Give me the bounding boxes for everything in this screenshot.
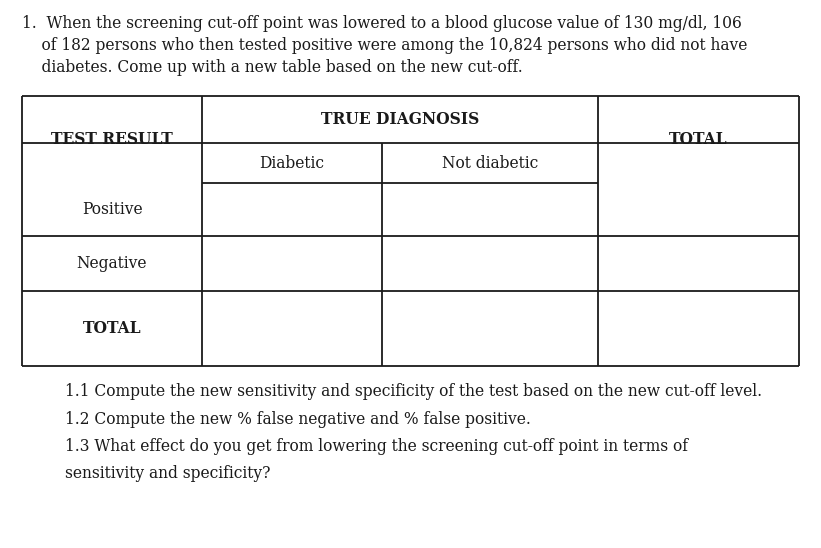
- Text: TEST RESULT: TEST RESULT: [51, 131, 173, 148]
- Text: 1.2 Compute the new % false negative and % false positive.: 1.2 Compute the new % false negative and…: [65, 410, 531, 427]
- Text: TOTAL: TOTAL: [83, 320, 141, 337]
- Text: 1.3 What effect do you get from lowering the screening cut-off point in terms of: 1.3 What effect do you get from lowering…: [65, 438, 688, 455]
- Text: of 182 persons who then tested positive were among the 10,824 persons who did no: of 182 persons who then tested positive …: [22, 37, 747, 54]
- Text: Positive: Positive: [81, 201, 142, 218]
- Text: 1.  When the screening cut-off point was lowered to a blood glucose value of 130: 1. When the screening cut-off point was …: [22, 15, 742, 32]
- Text: Not diabetic: Not diabetic: [442, 155, 538, 172]
- Text: TOTAL: TOTAL: [669, 131, 727, 148]
- Text: 1.1 Compute the new sensitivity and specificity of the test based on the new cut: 1.1 Compute the new sensitivity and spec…: [65, 383, 762, 400]
- Text: Negative: Negative: [76, 255, 147, 272]
- Text: diabetes. Come up with a new table based on the new cut-off.: diabetes. Come up with a new table based…: [22, 59, 523, 76]
- Text: Diabetic: Diabetic: [259, 155, 324, 172]
- Text: sensitivity and specificity?: sensitivity and specificity?: [65, 465, 270, 482]
- Text: TRUE DIAGNOSIS: TRUE DIAGNOSIS: [321, 111, 479, 128]
